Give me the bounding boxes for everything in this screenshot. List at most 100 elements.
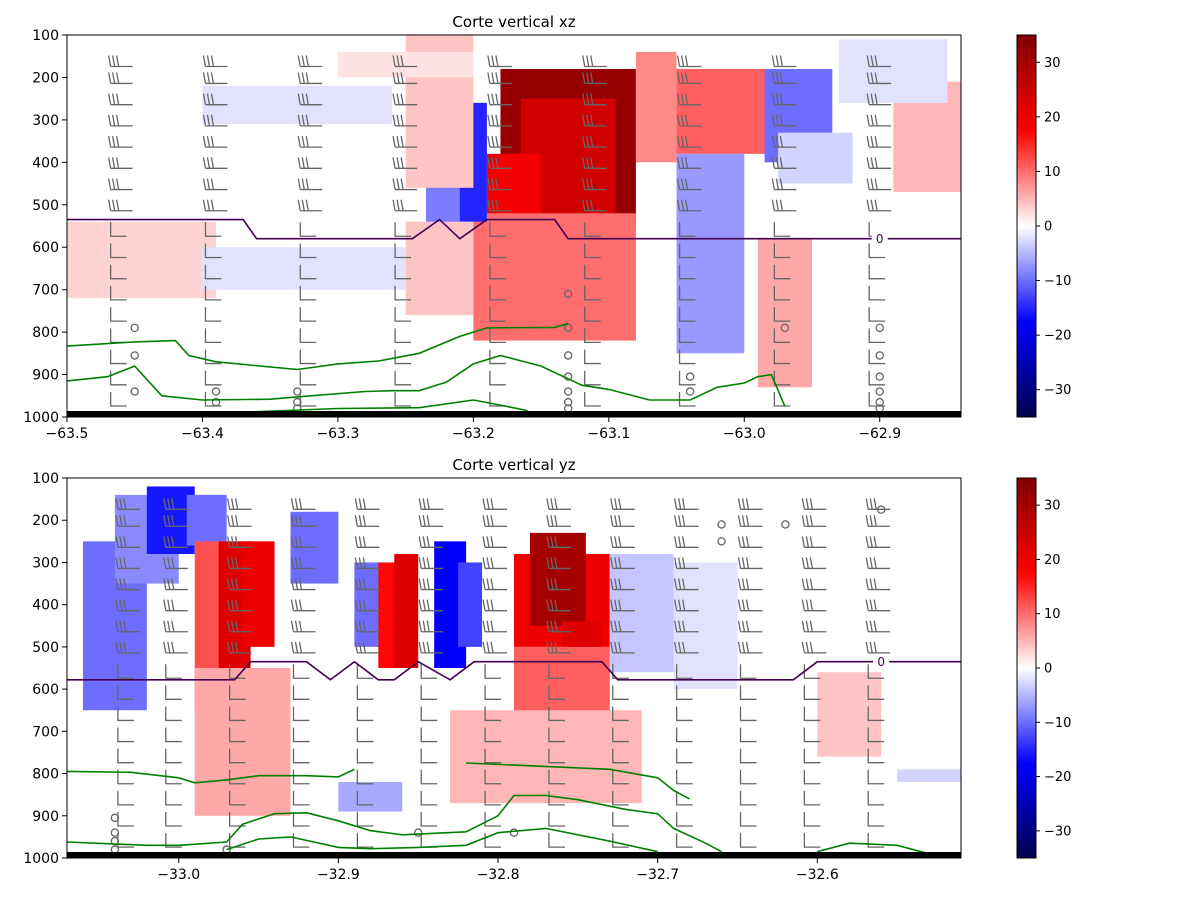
wind-barb-1-15 bbox=[165, 812, 182, 827]
wind-barb-12-11 bbox=[867, 727, 885, 743]
wind-barb-4-7 bbox=[487, 199, 512, 212]
wind-barb-11-8 bbox=[803, 664, 821, 679]
wind-barb-10-6 bbox=[737, 620, 763, 633]
wind-barb-4-2 bbox=[487, 93, 512, 106]
wind-barb-2-3 bbox=[227, 557, 252, 570]
wind-barb-7-12 bbox=[773, 307, 791, 322]
wind-barb-2-0 bbox=[297, 55, 323, 68]
wind-barb-10-4 bbox=[737, 578, 763, 591]
wind-barb-6-4 bbox=[482, 578, 508, 591]
y-tick-label-8: 900 bbox=[32, 809, 59, 825]
wind-barb-4-0 bbox=[354, 498, 380, 510]
wind-barb-6-5 bbox=[676, 157, 702, 169]
wind-barb-11-3 bbox=[801, 557, 827, 570]
wind-barb-4-4 bbox=[354, 578, 380, 591]
wind-barb-5-11 bbox=[584, 285, 601, 301]
calm-circle-0-2 bbox=[130, 387, 139, 396]
wind-barb-11-4 bbox=[801, 578, 827, 591]
wind-barb-5-15 bbox=[420, 812, 438, 827]
y-tick-label-5: 600 bbox=[32, 240, 59, 256]
wind-barb-1-3 bbox=[202, 114, 228, 127]
wind-barb-4-0 bbox=[487, 55, 512, 68]
wind-barb-9-15 bbox=[675, 812, 693, 827]
wind-barb-4-3 bbox=[487, 114, 512, 127]
wind-barb-2-1 bbox=[297, 72, 323, 85]
calm-circle-4-1 bbox=[717, 537, 726, 546]
wind-barb-1-9 bbox=[204, 243, 222, 259]
wind-barb-10-16 bbox=[739, 833, 757, 848]
wind-barb-12-2 bbox=[865, 536, 891, 548]
wind-barb-0-14 bbox=[117, 790, 134, 806]
wind-barb-2-11 bbox=[299, 285, 317, 301]
wind-barb-1-6 bbox=[163, 620, 188, 633]
wind-barb-4-14 bbox=[356, 790, 374, 806]
wind-barb-4-8 bbox=[489, 222, 506, 237]
wind-barb-6-13 bbox=[678, 328, 696, 344]
wind-barb-5-9 bbox=[420, 685, 438, 700]
y-tick-label-2: 300 bbox=[32, 113, 59, 129]
calm-circle-0-1 bbox=[110, 828, 120, 837]
wind-barb-7-3 bbox=[546, 557, 571, 570]
wind-barb-7-14 bbox=[773, 349, 791, 365]
wind-barb-0-12 bbox=[109, 307, 127, 322]
wind-barb-6-3 bbox=[676, 114, 702, 127]
wind-barb-0-9 bbox=[109, 243, 127, 259]
wind-barb-4-6 bbox=[487, 178, 512, 191]
wind-barb-5-14 bbox=[584, 349, 601, 365]
y-tick-label-2: 300 bbox=[32, 555, 59, 571]
wind-barb-8-6 bbox=[610, 620, 635, 633]
colorbar bbox=[1016, 34, 1037, 418]
wind-barb-7-13 bbox=[773, 328, 791, 344]
heatmap-cell-19 bbox=[338, 782, 403, 812]
calm-circle-6-2 bbox=[875, 372, 884, 381]
wind-barb-2-15 bbox=[299, 370, 317, 386]
wind-barb-11-13 bbox=[803, 769, 821, 785]
heatmap-cell-13 bbox=[458, 562, 483, 647]
wind-barb-2-7 bbox=[227, 641, 252, 654]
heatmap-cell-15 bbox=[757, 238, 812, 388]
wind-barb-6-8 bbox=[484, 664, 502, 679]
y-tick-label-9: 1000 bbox=[23, 410, 59, 426]
wind-barb-4-8 bbox=[356, 664, 374, 679]
wind-barb-1-4 bbox=[202, 135, 228, 148]
calm-circle-6-1 bbox=[875, 351, 884, 360]
calm-circle-5-0 bbox=[781, 520, 790, 529]
wind-barb-3-11 bbox=[394, 285, 412, 301]
wind-barb-11-16 bbox=[803, 833, 821, 848]
wind-barb-5-10 bbox=[584, 264, 601, 280]
zero-contour-line bbox=[67, 660, 961, 681]
wind-barb-2-0 bbox=[227, 498, 252, 510]
wind-barb-1-3 bbox=[163, 557, 188, 570]
wind-barb-12-8 bbox=[867, 664, 885, 679]
wind-barb-6-15 bbox=[484, 812, 502, 827]
wind-barb-3-2 bbox=[290, 536, 316, 548]
calm-circle-2-0 bbox=[293, 387, 302, 396]
wind-barb-3-13 bbox=[292, 769, 310, 785]
heatmap-cell-18 bbox=[450, 710, 642, 804]
wind-barb-5-10 bbox=[420, 706, 438, 722]
y-tick-label-9: 1000 bbox=[23, 851, 59, 867]
wind-barb-8-12 bbox=[612, 748, 629, 764]
wind-barb-1-2 bbox=[163, 536, 188, 548]
wind-barb-6-11 bbox=[678, 285, 696, 301]
wind-barb-4-14 bbox=[489, 349, 506, 365]
wind-barb-0-2 bbox=[115, 536, 140, 548]
wind-barb-2-10 bbox=[299, 264, 317, 280]
wind-barb-12-14 bbox=[867, 790, 885, 806]
calm-circle-6-0 bbox=[875, 323, 884, 333]
wind-barb-2-6 bbox=[227, 620, 252, 633]
wind-barb-6-11 bbox=[484, 727, 502, 743]
wind-barb-8-3 bbox=[866, 114, 892, 127]
wind-barb-6-9 bbox=[678, 243, 696, 259]
wind-barb-1-12 bbox=[165, 748, 182, 764]
colorbar-tick-label-0: 30 bbox=[1044, 56, 1061, 71]
wind-barb-7-13 bbox=[548, 769, 565, 785]
wind-barb-11-9 bbox=[803, 685, 821, 700]
wind-barb-4-2 bbox=[354, 536, 380, 548]
wind-barb-4-1 bbox=[354, 515, 380, 527]
wind-barb-0-14 bbox=[109, 349, 127, 365]
wind-barb-6-6 bbox=[676, 178, 702, 191]
wind-barb-4-5 bbox=[354, 599, 380, 612]
wind-barb-5-1 bbox=[582, 72, 607, 85]
